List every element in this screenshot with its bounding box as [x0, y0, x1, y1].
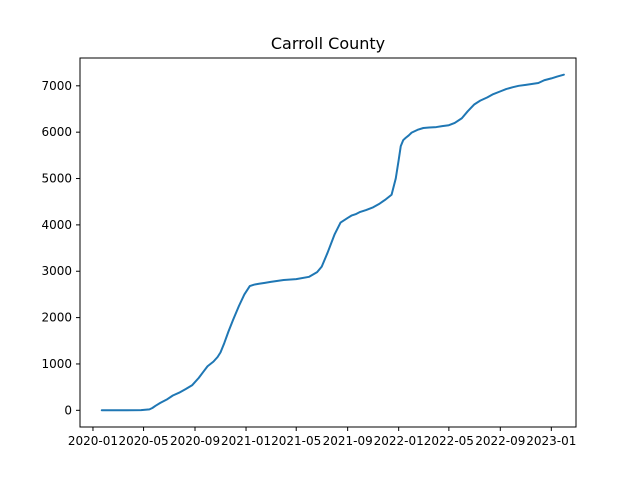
y-tick-label: 5000: [41, 172, 72, 186]
x-tick-label: 2022-09: [475, 434, 525, 448]
x-tick-label: 2021-01: [221, 434, 271, 448]
y-tick-label: 7000: [41, 79, 72, 93]
x-tick-label: 2021-09: [323, 434, 373, 448]
x-tick-label: 2023-01: [526, 434, 576, 448]
x-tick-label: 2021-05: [271, 434, 321, 448]
y-tick-label: 6000: [41, 125, 72, 139]
series-line-0: [100, 73, 565, 412]
y-axis: 0 1000 2000 3000 4000 5000 6000 7000: [41, 79, 80, 417]
x-tick-label: 2022-01: [374, 434, 424, 448]
y-tick-label: 0: [64, 403, 72, 417]
chart-title: Carroll County: [271, 34, 385, 53]
y-tick-label: 3000: [41, 264, 72, 278]
y-tick-label: 2000: [41, 311, 72, 325]
x-tick-label: 2020-01: [68, 434, 118, 448]
x-tick-label: 2022-05: [424, 434, 474, 448]
y-tick-label: 4000: [41, 218, 72, 232]
x-tick-label: 2020-05: [118, 434, 168, 448]
x-axis: 2020-01 2020-05 2020-09 2021-01 2021-05 2021-…: [68, 427, 576, 448]
plot-area: [100, 73, 565, 412]
x-tick-label: 2020-09: [170, 434, 220, 448]
y-tick-label: 1000: [41, 357, 72, 371]
axes-frame: [79, 57, 577, 428]
